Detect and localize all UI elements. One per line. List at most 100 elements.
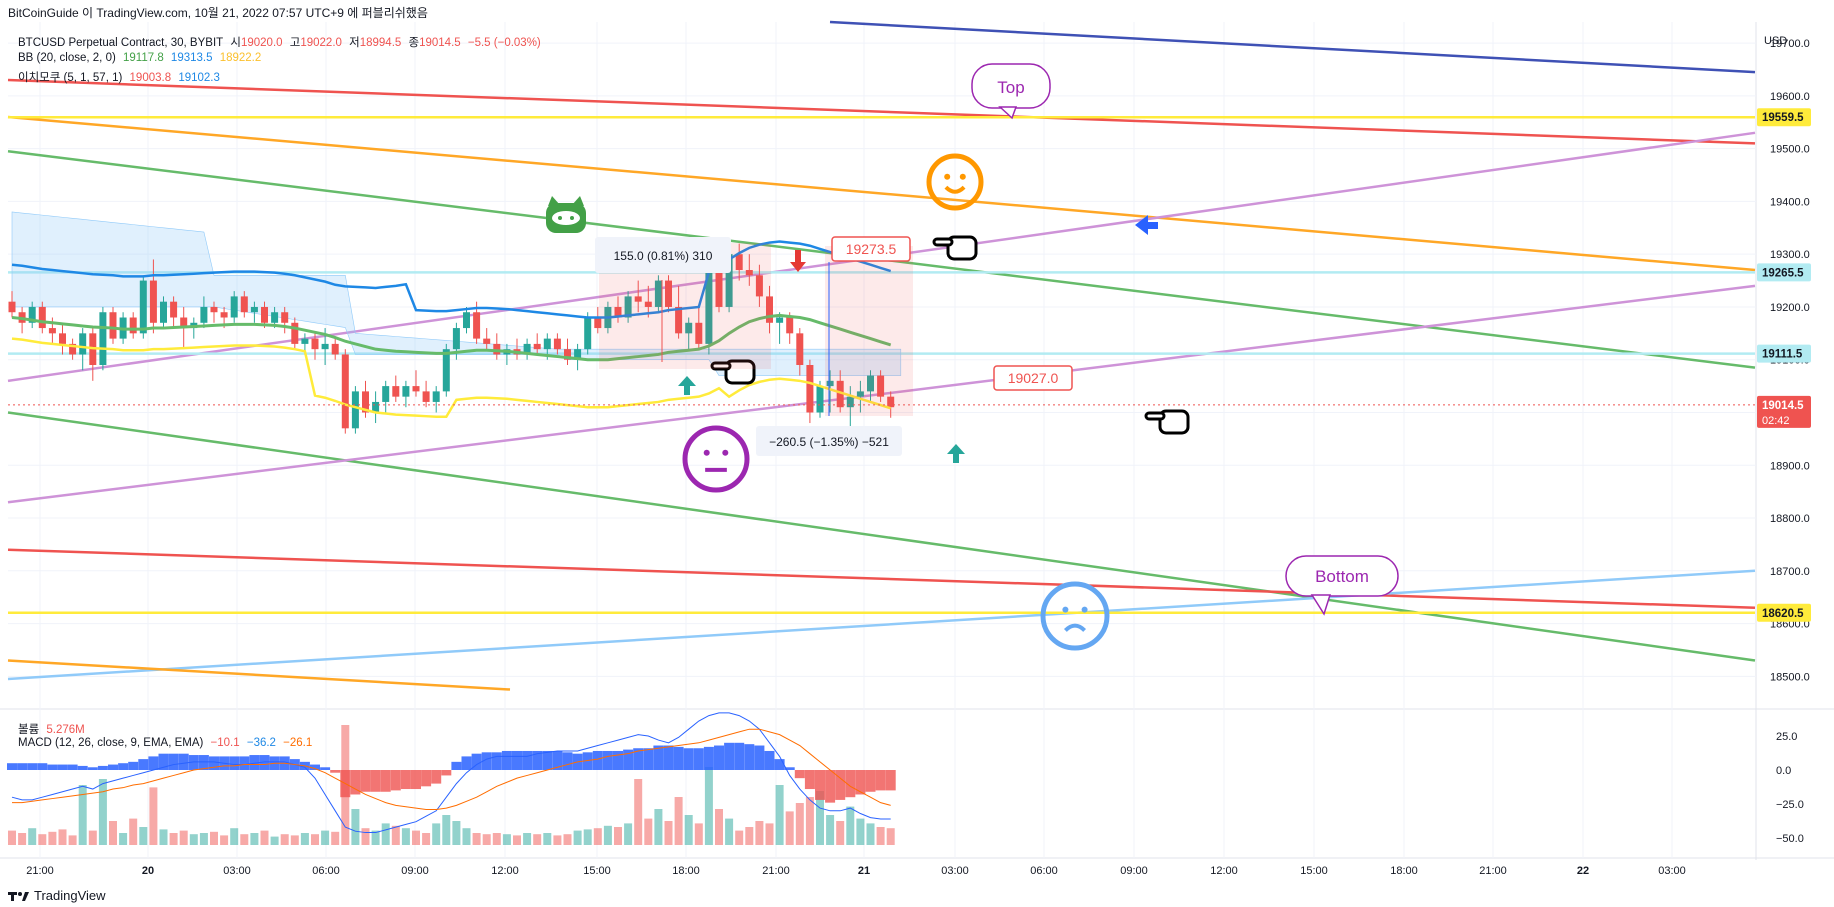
candle-body — [816, 386, 824, 413]
volume-bar — [755, 821, 764, 845]
price-tick-label: 19200.0 — [1770, 302, 1810, 314]
volume-bar — [38, 834, 47, 845]
time-tick-label: 03:00 — [223, 865, 251, 877]
bottom-label: Bottom — [1315, 567, 1369, 586]
candle-body — [8, 301, 16, 313]
macd-hist-bar — [815, 770, 825, 800]
volume-bar — [684, 815, 693, 845]
time-tick-label: 03:00 — [1658, 865, 1686, 877]
macd-hist-bar — [855, 770, 866, 795]
bottom-bubble-tail — [1310, 594, 1332, 616]
grid — [0, 22, 1834, 860]
volume-bar — [169, 833, 178, 845]
macd-hist-bar — [471, 753, 482, 770]
volume-bar — [290, 835, 299, 845]
volume-bar — [88, 830, 97, 845]
volume-bar — [371, 830, 380, 845]
macd-hist-bar — [421, 770, 432, 787]
candle-body — [776, 317, 784, 323]
legend-macd: MACD (12, 26, close, 9, EMA, EMA) −10.1 … — [18, 737, 316, 749]
macd-hist-bar — [784, 767, 795, 770]
macd-hist-bar — [188, 755, 199, 770]
annotation-drawings: Top Bottom 155.0 (0.81%) 310 −260.5 (−1.35%… — [8, 63, 1755, 651]
price-tag-19265-bg — [1757, 263, 1811, 282]
macd-hist-bar — [512, 750, 522, 770]
volume-bar — [442, 815, 451, 845]
volume-bar — [109, 821, 117, 845]
cat-face — [552, 211, 580, 225]
candle-body — [574, 349, 582, 360]
macd-hist-bar — [835, 770, 846, 800]
candle-body — [109, 312, 117, 339]
footer-brand: TradingView — [34, 888, 106, 903]
face-outline — [682, 425, 750, 493]
macd-signal-line — [12, 728, 891, 810]
macd-hist-bar — [77, 765, 88, 770]
volume-bar — [351, 809, 360, 845]
candle-body — [533, 343, 541, 350]
measure-down-label-bg — [756, 426, 902, 456]
volume-bar — [795, 803, 804, 845]
candle-body — [685, 322, 693, 334]
trendline-red-bottom — [7, 548, 1756, 609]
legend-vol-name: 볼륨 — [18, 724, 40, 736]
macd-hist-bar — [441, 770, 452, 776]
candle-body — [675, 306, 683, 334]
price-tick-label: 18500.0 — [1770, 671, 1810, 683]
trendline-green-lower — [7, 411, 1756, 662]
legend-bb-mid: 19117.8 — [123, 52, 164, 64]
candle-body — [705, 264, 713, 344]
volume-bar — [452, 821, 461, 845]
blue-arrow-icon — [1135, 215, 1148, 235]
macd-hist-bar — [693, 748, 704, 770]
trend-lines — [7, 20, 1756, 691]
volume-bar — [119, 833, 128, 845]
candle-body — [725, 254, 733, 307]
time-tick-label: 15:00 — [1300, 865, 1328, 877]
volume-bar — [502, 834, 511, 845]
macd-hist-bar — [198, 755, 209, 770]
publish-header: BitCoinGuide 이 TradingView.com, 10월 21, … — [8, 6, 428, 20]
candle-body — [786, 317, 794, 334]
macd-hist-bar — [764, 750, 775, 770]
candle-body — [755, 275, 763, 297]
macd-hist-bar — [542, 750, 553, 770]
time-tick-label: 06:00 — [1030, 865, 1058, 877]
volume-bar — [472, 833, 481, 845]
candle-body — [867, 375, 874, 392]
candle-body — [806, 365, 814, 413]
hi-tag-box — [831, 236, 911, 262]
measure-down-label: −260.5 (−1.35%) −521 — [769, 435, 889, 449]
volume-bar — [694, 823, 703, 845]
candle-body — [382, 386, 390, 402]
macd-hist-bar — [168, 753, 179, 770]
candle-body — [665, 280, 672, 307]
legend-low-label: 저 — [349, 37, 360, 49]
indicator-lines — [11, 240, 892, 418]
candle-body — [180, 317, 188, 329]
volume-bar — [614, 827, 622, 845]
cat-ear — [572, 196, 584, 206]
candle-body — [59, 333, 66, 344]
volume-bar — [300, 833, 309, 845]
candle-body — [836, 380, 844, 408]
volume-bar — [412, 830, 420, 845]
time-tick-label: 21:00 — [26, 865, 54, 877]
volume-bar — [58, 829, 67, 845]
candle-body — [301, 338, 309, 344]
candle-body — [351, 391, 359, 429]
trendline-navy — [829, 20, 1756, 74]
candle-body — [99, 312, 107, 365]
volume-bar — [260, 830, 269, 845]
face-eye — [1081, 606, 1088, 613]
volume-bar — [866, 823, 875, 845]
legend-ichimoku: 이치모쿠 (5, 1, 57, 1) 19003.8 19102.3 — [18, 69, 224, 85]
macd-hist-bar — [613, 750, 623, 770]
volume-bar — [876, 827, 885, 845]
macd-hist-bar — [683, 748, 694, 770]
measure-down-box — [825, 246, 913, 416]
candle-body — [230, 296, 238, 318]
macd-hist-bar — [330, 770, 341, 773]
